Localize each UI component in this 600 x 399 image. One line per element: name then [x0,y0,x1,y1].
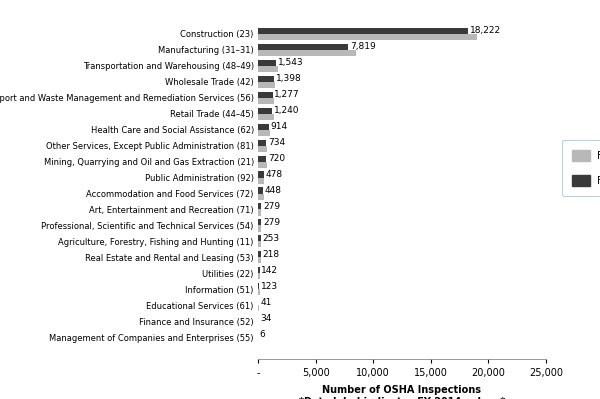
Bar [258,267,260,273]
Text: 279: 279 [263,202,280,211]
Text: 7,819: 7,819 [350,42,376,51]
Bar [258,172,263,178]
Bar [258,188,263,194]
Text: 448: 448 [265,186,282,195]
Text: 123: 123 [261,282,278,291]
Bar [258,92,273,98]
Bar [258,98,274,104]
Text: 734: 734 [268,138,286,147]
Bar [258,34,477,40]
Text: 34: 34 [260,314,271,323]
Bar [258,225,262,231]
Text: 253: 253 [263,234,280,243]
Legend: FY 2013, FY 2014: FY 2013, FY 2014 [562,140,600,196]
Bar [258,273,260,279]
Text: 914: 914 [270,122,287,131]
Text: 142: 142 [262,266,278,275]
Text: 218: 218 [262,250,280,259]
Bar [258,76,274,82]
Text: 279: 279 [263,218,280,227]
X-axis label: Number of OSHA Inspections
*Data label indicates FY 2014 values*: Number of OSHA Inspections *Data label i… [299,385,505,399]
Bar [258,235,261,241]
Bar [258,178,264,184]
Text: 478: 478 [265,170,283,179]
Bar [258,66,278,72]
Text: 6: 6 [260,330,266,339]
Bar [258,130,269,136]
Bar [258,289,260,295]
Bar [258,194,263,200]
Text: 18,222: 18,222 [470,26,501,35]
Bar [258,28,468,34]
Bar [258,50,356,56]
Bar [258,241,261,247]
Bar [258,283,259,289]
Text: 1,543: 1,543 [278,58,303,67]
Bar [258,162,267,168]
Text: 720: 720 [268,154,285,163]
Bar [258,203,261,209]
Bar [258,60,276,66]
Bar [258,209,262,215]
Bar [258,114,274,120]
Bar [258,219,261,225]
Bar [258,257,261,263]
Text: 1,277: 1,277 [274,90,300,99]
Bar [258,124,269,130]
Text: 1,240: 1,240 [274,106,299,115]
Bar [258,82,275,88]
Bar [258,44,348,50]
Text: 41: 41 [260,298,272,307]
Bar [258,156,266,162]
Bar [258,251,260,257]
Bar [258,146,267,152]
Bar [258,108,272,114]
Text: 1,398: 1,398 [276,74,302,83]
Bar [258,140,266,146]
